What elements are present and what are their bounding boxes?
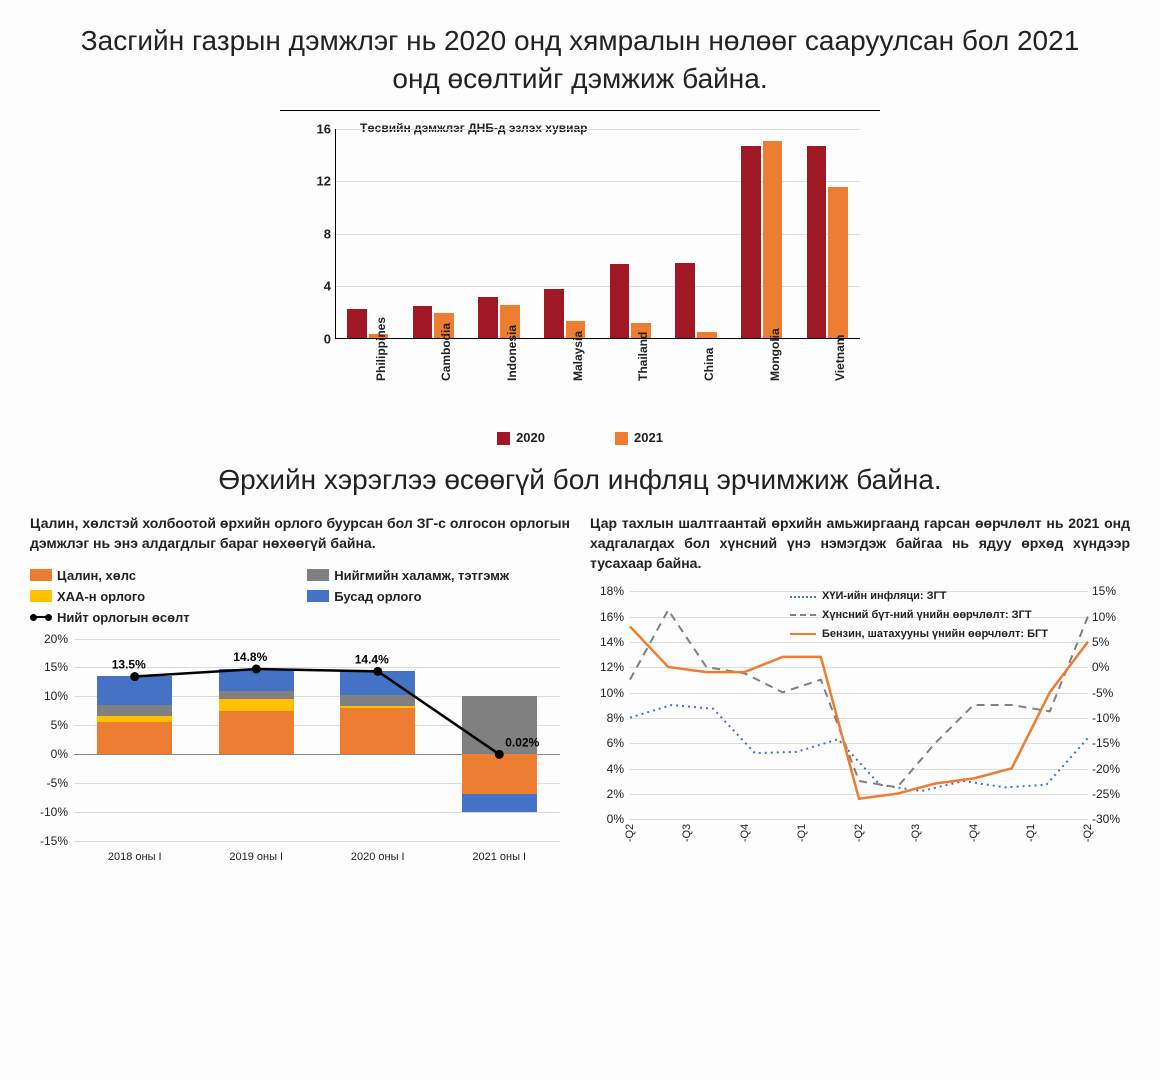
legend-item: 2021 <box>615 430 663 445</box>
svg-text:13.5%: 13.5% <box>112 657 146 671</box>
legend-item: 2020 <box>497 430 545 445</box>
bar <box>763 141 783 338</box>
inflation-line-chart: ХҮИ-ийн инфляци: ЗГТХүнсний бүт-ний үний… <box>590 587 1130 847</box>
bar <box>347 309 367 338</box>
legend-item: Цалин, хөлс <box>30 568 289 583</box>
svg-text:14.8%: 14.8% <box>233 650 267 664</box>
svg-text:0.02%: 0.02% <box>505 735 539 749</box>
right-column: Цар тахлын шалтгаантай өрхийн амьжиргаан… <box>590 514 1130 1080</box>
chart1-container: Төсвийн дэмжлэг ДНБ-д эзлэх хувиар 04812… <box>0 106 1160 447</box>
income-stacked-bar-chart: 13.5%14.8%14.4%0.02% -15%-10%-5%0%5%10%1… <box>30 629 570 869</box>
legend-item: Нийт орлогын өсөлт <box>30 610 289 625</box>
bar <box>544 289 564 338</box>
right-paragraph: Цар тахлын шалтгаантай өрхийн амьжиргаан… <box>590 514 1130 573</box>
legend-item: Бусад орлого <box>307 589 566 604</box>
svg-text:14.4%: 14.4% <box>355 652 389 666</box>
bar <box>807 146 827 338</box>
legend-item: ХАА-н орлого <box>30 589 289 604</box>
left-paragraph: Цалин, хөлстэй холбоотой өрхийн орлого б… <box>30 514 570 553</box>
bar <box>413 306 433 338</box>
chart1-legend: 2020 2021 <box>280 430 880 445</box>
legend-item: Бензин, шатахууны үнийн өөрчлөлт: БГТ <box>790 625 1048 644</box>
chart2-plot: 13.5% 14.8% 14.4% 0.02% <box>74 639 560 841</box>
lower-row: Цалин, хөлстэй холбоотой өрхийн орлого б… <box>0 514 1160 1080</box>
chart2-legend: Цалин, хөлс Нийгмийн халамж, тэтгэмж ХАА-н… <box>30 568 570 625</box>
bar <box>741 146 761 338</box>
bar <box>478 297 498 338</box>
bar <box>675 263 695 338</box>
title-1: Засгийн газрын дэмжлэг нь 2020 онд хямра… <box>0 0 1160 106</box>
title-2: Өрхийн хэрэглээ өсөөгүй бол инфляц эрчим… <box>0 447 1160 515</box>
bar <box>697 332 717 337</box>
legend-item: Нийгмийн халамж, тэтгэмж <box>307 568 566 583</box>
legend-item: ХҮИ-ийн инфляци: ЗГТ <box>790 587 1048 606</box>
bar <box>828 187 848 338</box>
page: Засгийн газрын дэмжлэг нь 2020 онд хямра… <box>0 0 1160 1080</box>
legend-item: Хүнсний бүт-ний үнийн өөрчлөлт: ЗГТ <box>790 606 1048 625</box>
chart3-legend: ХҮИ-ийн инфляци: ЗГТХүнсний бүт-ний үний… <box>790 587 1048 643</box>
chart1-plot: 0481216 <box>335 129 860 339</box>
fiscal-support-bar-chart: Төсвийн дэмжлэг ДНБ-д эзлэх хувиар 04812… <box>280 110 880 445</box>
left-column: Цалин, хөлстэй холбоотой өрхийн орлого б… <box>30 514 570 1080</box>
bar <box>610 264 630 338</box>
